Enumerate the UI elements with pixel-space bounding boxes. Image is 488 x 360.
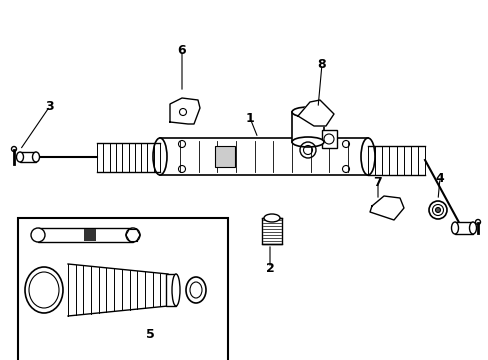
Text: 2: 2	[265, 261, 274, 274]
Ellipse shape	[450, 222, 458, 234]
Text: 8: 8	[317, 58, 325, 71]
Bar	[321, 130, 336, 148]
Bar	[18, 218, 227, 360]
Ellipse shape	[32, 152, 40, 162]
Ellipse shape	[172, 274, 180, 306]
Text: 1: 1	[245, 112, 254, 125]
Bar	[20, 152, 36, 162]
Ellipse shape	[153, 138, 167, 175]
Bar	[215, 146, 235, 167]
Text: 4: 4	[435, 171, 444, 185]
Ellipse shape	[25, 267, 63, 313]
Bar	[38, 228, 133, 242]
Ellipse shape	[17, 152, 23, 162]
Ellipse shape	[185, 277, 205, 303]
Bar	[291, 112, 324, 142]
Bar	[262, 218, 282, 244]
Bar	[84, 229, 96, 241]
Ellipse shape	[468, 222, 475, 234]
Ellipse shape	[435, 207, 440, 212]
Polygon shape	[170, 98, 200, 124]
Polygon shape	[369, 196, 403, 220]
Ellipse shape	[291, 137, 324, 147]
Text: 6: 6	[177, 44, 186, 57]
Bar	[454, 222, 472, 234]
Ellipse shape	[360, 138, 374, 175]
Polygon shape	[297, 100, 333, 126]
Ellipse shape	[291, 107, 324, 117]
Bar	[160, 138, 367, 175]
Text: 3: 3	[45, 99, 54, 113]
Bar	[165, 274, 176, 306]
Ellipse shape	[126, 228, 140, 242]
Text: 7: 7	[373, 176, 382, 189]
Ellipse shape	[31, 228, 45, 242]
Text: 5: 5	[145, 328, 154, 341]
Ellipse shape	[264, 214, 280, 222]
